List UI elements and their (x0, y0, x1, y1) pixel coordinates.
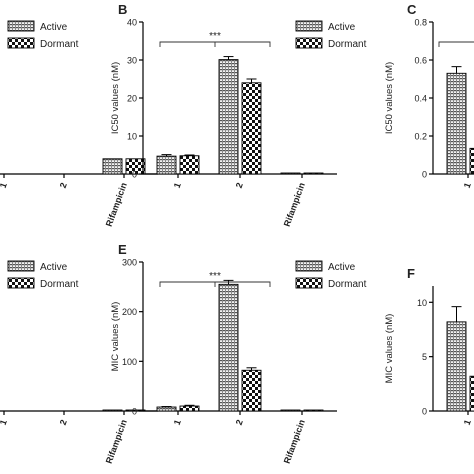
legend-swatch-dormant (295, 277, 323, 289)
y-tick-label-E: 100 (122, 357, 137, 367)
significance-bracket-C (438, 41, 474, 47)
y-axis-label-C: IC50 values (nM) (384, 62, 395, 134)
y-tick-label-B: 20 (127, 94, 137, 104)
y-axis-label-F: MIC values (nM) (384, 314, 395, 384)
legend-swatch-active (7, 260, 35, 272)
panel-label-C: C (407, 2, 417, 17)
y-tick-label-C: 0.8 (414, 18, 427, 28)
y-tick-label-C: 0.4 (414, 94, 427, 104)
legend-label-active: Active (40, 262, 68, 273)
bar-E-dormant-1 (179, 405, 200, 412)
legend-label-dormant: Dormant (328, 279, 367, 290)
x-tick-label-E: 1 (172, 418, 183, 426)
bar-E-active-2 (218, 283, 239, 412)
x-tick-label-B: Rifampicin (282, 181, 307, 228)
bar-E-dormant-3 (303, 409, 324, 412)
legend-swatch-dormant (7, 37, 35, 49)
bar-B-active-2 (218, 59, 239, 175)
legend-swatch-dormant (7, 277, 35, 289)
y-tick-label-E: 200 (122, 307, 137, 317)
y-tick-label-B: 30 (127, 56, 137, 66)
panel-label-F: F (407, 266, 415, 281)
bar-A-active-3 (102, 158, 123, 175)
y-tick-label-F: 10 (417, 298, 427, 308)
bar-C-dormant-1 (469, 147, 474, 175)
bar-E-dormant-2 (241, 369, 262, 412)
x-tick-label-A: 2 (58, 181, 69, 189)
y-tick-label-B: 40 (127, 18, 137, 28)
x-tick-label-E: Rifampicin (282, 418, 307, 465)
y-tick-label-F: 5 (422, 352, 427, 362)
significance-label-B: *** (209, 31, 221, 42)
x-tick-label-B: 2 (234, 181, 245, 189)
bar-D-active-3 (102, 409, 123, 412)
x-tick-label-A: Rifampicin (104, 181, 129, 228)
y-tick-label-E: 0 (132, 407, 137, 417)
y-tick-label-B: 0 (132, 170, 137, 180)
legend-label-dormant: Dormant (328, 39, 367, 50)
legend-label-active: Active (40, 22, 68, 33)
panel-label-E: E (118, 242, 127, 257)
y-axis-label-E: MIC values (nM) (110, 302, 121, 372)
y-tick-label-E: 300 (122, 258, 137, 268)
bar-B-active-1 (156, 155, 177, 175)
bar-C-active-1 (446, 72, 467, 175)
bar-F-dormant-1 (469, 375, 474, 412)
x-tick-label-D: Rifampicin (104, 418, 129, 465)
x-tick-label-D: 1 (0, 418, 9, 426)
x-tick-label-A: 1 (0, 181, 9, 189)
bar-E-active-1 (156, 406, 177, 412)
y-axis-label-B: IC50 values (nM) (110, 62, 121, 134)
legend-swatch-active (295, 260, 323, 272)
bar-A-dormant-3 (125, 158, 146, 175)
y-tick-label-B: 10 (127, 132, 137, 142)
legend-label-active: Active (328, 22, 356, 33)
x-tick-label-F: 1 (462, 418, 473, 426)
x-tick-label-D: 2 (58, 418, 69, 426)
bar-B-dormant-3 (303, 172, 324, 175)
legend-label-dormant: Dormant (40, 39, 79, 50)
bar-E-active-3 (280, 409, 301, 412)
bar-B-active-3 (280, 172, 301, 175)
bar-B-dormant-2 (241, 82, 262, 175)
x-tick-label-E: 2 (234, 418, 245, 426)
x-tick-label-B: 1 (172, 181, 183, 189)
bar-B-dormant-1 (179, 155, 200, 175)
legend-swatch-dormant (295, 37, 323, 49)
legend-label-dormant: Dormant (40, 279, 79, 290)
y-tick-label-C: 0.6 (414, 56, 427, 66)
legend-swatch-active (7, 20, 35, 32)
significance-label-E: *** (209, 271, 221, 282)
y-tick-label-C: 0 (422, 170, 427, 180)
panel-label-B: B (118, 2, 127, 17)
y-tick-label-C: 0.2 (414, 132, 427, 142)
y-tick-label-F: 0 (422, 407, 427, 417)
x-tick-label-C: 1 (462, 181, 473, 189)
bar-F-active-1 (446, 321, 467, 412)
legend-swatch-active (295, 20, 323, 32)
legend-label-active: Active (328, 262, 356, 273)
